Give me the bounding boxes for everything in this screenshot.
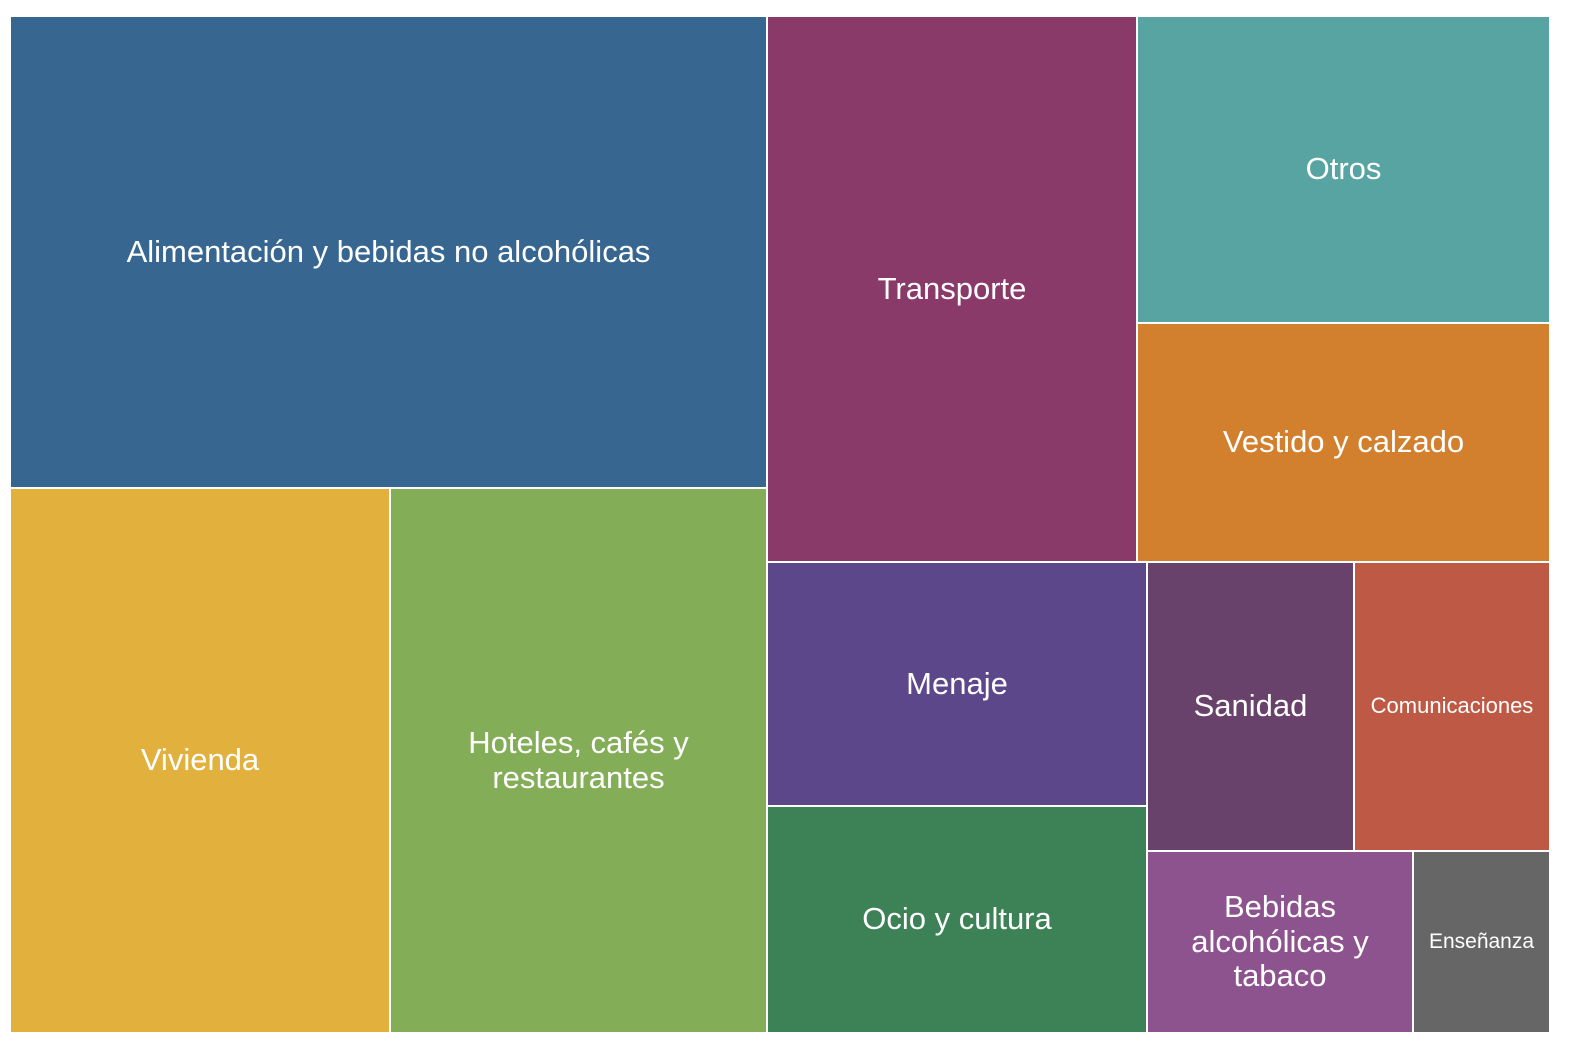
treemap-tile-label: Ocio y cultura: [862, 901, 1052, 937]
treemap-tile-label: Transporte: [877, 270, 1027, 306]
treemap-tile: Hoteles, cafés y restaurantes: [390, 488, 767, 1033]
treemap-tile: Vestido y calzado: [1137, 323, 1550, 562]
treemap-tile-label: Sanidad: [1193, 688, 1308, 724]
treemap-tile: Comunicaciones: [1354, 562, 1550, 851]
treemap-tile-label: Otros: [1305, 151, 1382, 187]
treemap-tile: Enseñanza: [1413, 851, 1550, 1033]
treemap-tile-label: Menaje: [906, 665, 1008, 701]
treemap-tile-label: Alimentación y bebidas no alcohólicas: [126, 233, 651, 269]
treemap-tile-label: Hoteles, cafés y restaurantes: [468, 724, 689, 795]
treemap-tile: Vivienda: [10, 488, 390, 1033]
treemap-tile: Ocio y cultura: [767, 806, 1147, 1033]
treemap-tile-label: Enseñanza: [1428, 930, 1535, 954]
treemap-tile-label: Bebidas alcohólicas y tabaco: [1191, 888, 1369, 994]
treemap-tile: Menaje: [767, 562, 1147, 806]
treemap-tile: Otros: [1137, 16, 1550, 323]
treemap-tile: Alimentación y bebidas no alcohólicas: [10, 16, 767, 488]
treemap-tile: Sanidad: [1147, 562, 1354, 851]
treemap-tile-label: Vivienda: [140, 742, 260, 778]
treemap-tile-label: Comunicaciones: [1370, 693, 1534, 719]
treemap-tile: Bebidas alcohólicas y tabaco: [1147, 851, 1413, 1033]
treemap-tile-label: Vestido y calzado: [1222, 424, 1465, 460]
treemap-tile: Transporte: [767, 16, 1137, 562]
